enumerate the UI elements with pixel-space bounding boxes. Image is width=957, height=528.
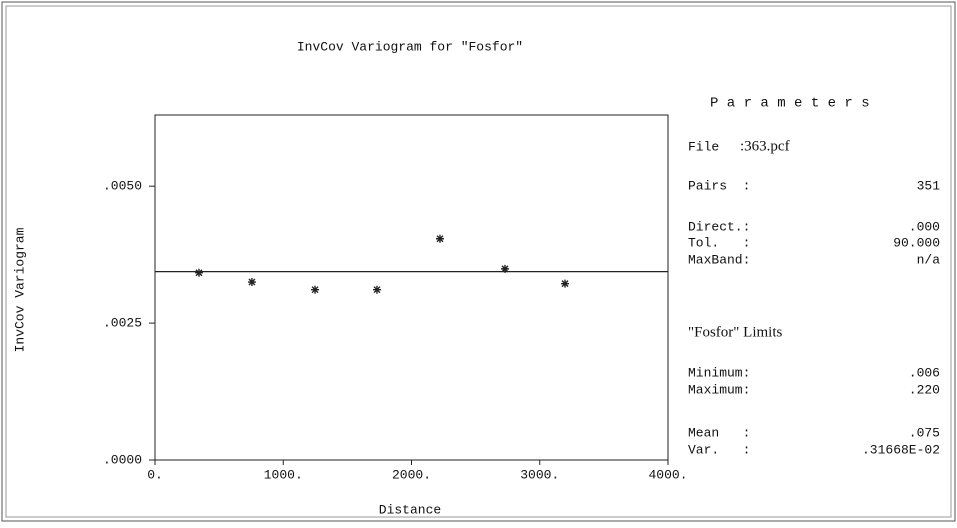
limit-label: Minimum:: [688, 365, 750, 380]
x-tick-label: 2000.: [392, 467, 431, 482]
param-value: 90.000: [893, 235, 940, 250]
param-value: 351: [917, 178, 941, 193]
param-label: File: [688, 139, 719, 154]
data-point: [194, 268, 203, 277]
limit-value: .006: [909, 365, 940, 380]
limit-value: .075: [909, 425, 940, 440]
param-value: .000: [909, 219, 940, 234]
frame-inner: [5, 5, 952, 518]
plot-frame: [154, 114, 669, 461]
limits-title: "Fosfor" Limits: [688, 324, 782, 340]
x-axis-label: Distance: [379, 502, 441, 517]
x-tick-label: 4000.: [648, 467, 687, 482]
limit-label: Mean :: [688, 425, 750, 440]
y-tick-label: .0000: [103, 452, 142, 467]
data-point: [247, 278, 256, 287]
param-value: :363.pcf: [740, 138, 790, 154]
param-label: Tol. :: [688, 235, 750, 250]
data-point: [561, 279, 570, 288]
limit-label: Var. :: [688, 442, 750, 457]
limit-value: .220: [909, 382, 940, 397]
chart-title: InvCov Variogram for "Fosfor": [297, 39, 523, 54]
data-point: [373, 285, 382, 294]
x-tick-label: 0.: [147, 467, 163, 482]
y-axis-label: InvCov Variogram: [12, 227, 27, 352]
y-tick-label: .0025: [103, 316, 142, 331]
data-point: [435, 234, 444, 243]
y-tick-label: .0050: [103, 179, 142, 194]
param-label: Direct.:: [688, 219, 750, 234]
limit-value: .31668E-02: [862, 442, 940, 457]
panel-title: P a r a m e t e r s: [710, 96, 870, 112]
param-label: MaxBand:: [688, 252, 750, 267]
data-point: [311, 285, 320, 294]
x-tick-label: 3000.: [520, 467, 559, 482]
param-value: n/a: [917, 252, 941, 267]
limit-label: Maximum:: [688, 382, 750, 397]
data-point: [500, 264, 509, 273]
param-label: Pairs :: [688, 178, 750, 193]
x-tick-label: 1000.: [264, 467, 303, 482]
